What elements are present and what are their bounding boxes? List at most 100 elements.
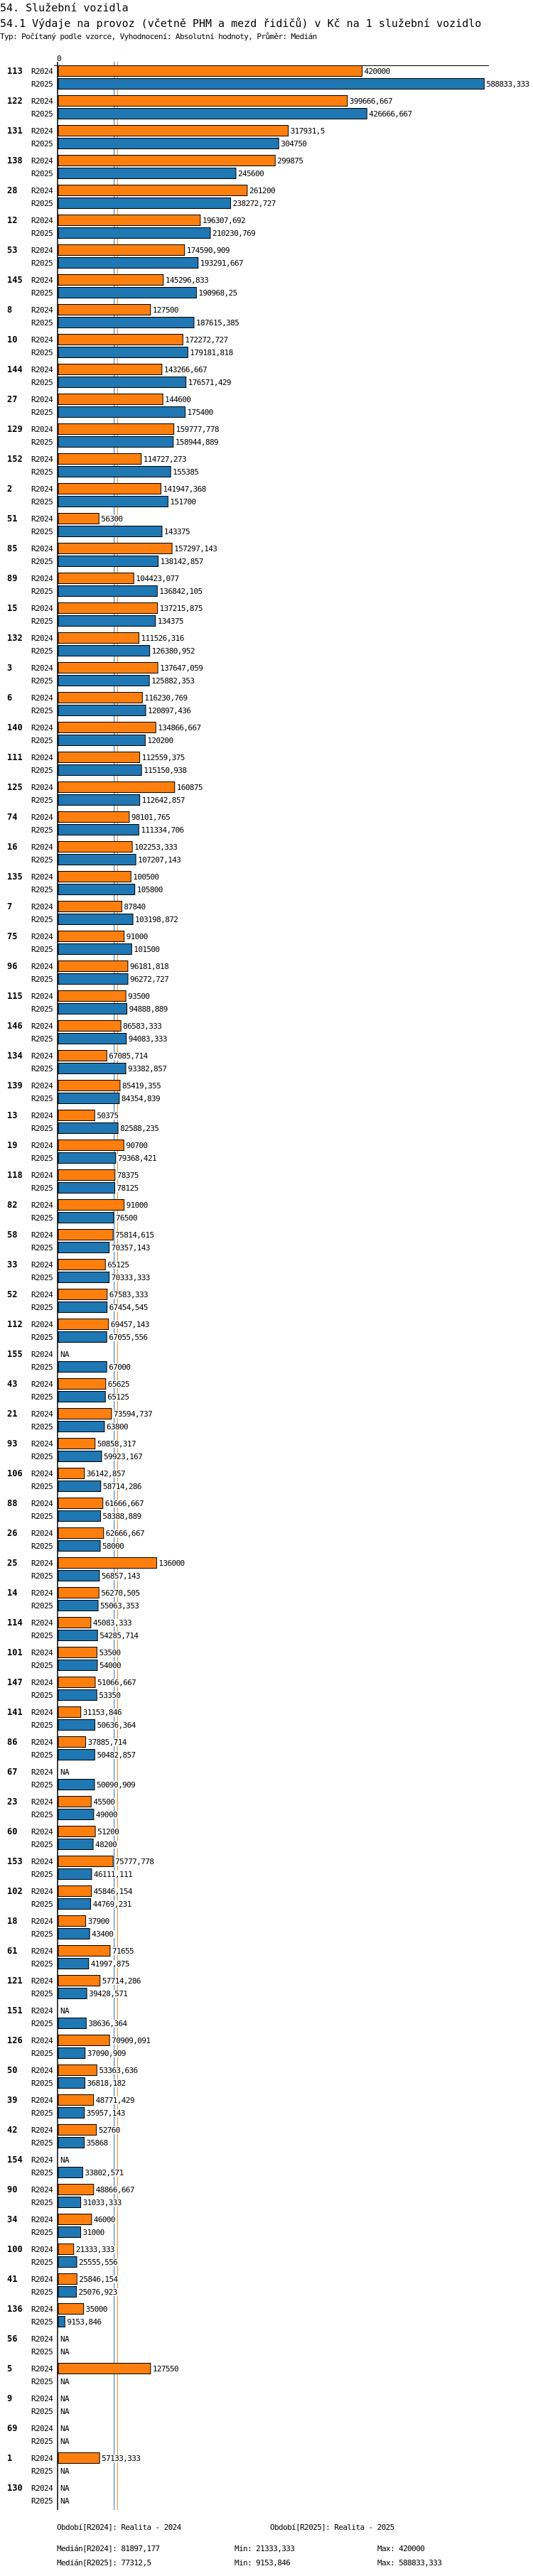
series-label: R2024 (31, 365, 53, 374)
value-label-bg (111, 2037, 152, 2045)
bar-r2025 (58, 1540, 101, 1552)
na-label: NA (60, 2484, 70, 2493)
series-label: R2025 (31, 1750, 53, 1760)
bar-r2024 (58, 1080, 121, 1091)
bar-r2024 (58, 394, 163, 405)
bar-r2025 (58, 1689, 97, 1701)
value-label: 67454,545 (109, 1303, 148, 1312)
group-label: 114 (7, 1618, 23, 1628)
na-label: NA (60, 2424, 70, 2433)
series-label: R2025 (31, 199, 53, 208)
value-label: 151700 (170, 497, 195, 507)
group-label: 7 (7, 902, 12, 911)
value-label-bg (98, 1662, 122, 1669)
bar-r2024 (58, 1915, 87, 1927)
bar-r2024 (58, 1319, 109, 1330)
value-label: 84354,839 (122, 1094, 160, 1103)
group-label: 132 (7, 633, 23, 643)
value-label-bg (110, 1244, 152, 1252)
group-label: 12 (7, 215, 17, 225)
series-label: R2024 (31, 514, 53, 524)
value-label-bg (96, 1751, 138, 1759)
value-label: 73594,737 (114, 1409, 152, 1419)
value-label: 187615,385 (196, 318, 239, 328)
bar-r2024 (58, 1677, 96, 1688)
series-label: R2024 (31, 2454, 53, 2463)
bar-r2024 (58, 2124, 97, 2136)
value-label-bg (132, 873, 161, 881)
value-label-bg (111, 1947, 135, 1955)
series-label: R2024 (31, 276, 53, 285)
na-label: NA (60, 2407, 70, 2416)
value-label-bg (185, 247, 232, 254)
series-label: R2024 (31, 1022, 53, 1031)
bar-r2025 (58, 1660, 98, 1671)
chart-subtitle: Typ: Počítaný podle vzorce, Vyhodnocení:… (0, 32, 317, 41)
value-label: 176571,429 (188, 378, 231, 387)
value-label-bg (348, 97, 394, 105)
series-label: R2025 (31, 2467, 53, 2476)
group-label: 152 (7, 454, 23, 464)
bar-r2024 (58, 632, 140, 644)
series-label: R2025 (31, 378, 53, 387)
bar-r2025 (58, 1510, 101, 1522)
group-label: 125 (7, 782, 23, 792)
value-label-bg (85, 2109, 127, 2117)
value-label-bg (125, 1142, 149, 1149)
bar-r2025 (58, 1958, 90, 1969)
value-label-bg (199, 259, 245, 267)
bar-r2025 (58, 78, 485, 90)
bar-r2025 (58, 1600, 99, 1611)
value-label: 210230,769 (212, 229, 255, 238)
bar-r2025 (58, 1182, 116, 1194)
series-label: R2025 (31, 2437, 53, 2446)
series-label: R2024 (31, 425, 53, 434)
value-label-bg (158, 1559, 186, 1567)
series-label: R2025 (31, 2317, 53, 2327)
value-label-bg (97, 2126, 122, 2134)
value-label-bg (129, 975, 171, 983)
value-label-bg (127, 992, 151, 1000)
value-label-bg (237, 170, 266, 178)
na-label: NA (60, 2155, 70, 2165)
bar-r2024 (58, 274, 164, 286)
series-label: R2025 (31, 1482, 53, 1491)
value-label-bg (108, 1333, 150, 1341)
series-label: R2024 (31, 335, 53, 345)
min-2025: Min: 9153,846 (235, 2558, 291, 2567)
series-label: R2024 (31, 1230, 53, 1240)
bar-r2025 (58, 2107, 85, 2118)
bar-r2024 (58, 1498, 104, 1509)
value-label-bg (100, 515, 124, 523)
value-label-bg (78, 2258, 119, 2266)
group-label: 122 (7, 96, 23, 106)
bar-r2025 (58, 794, 141, 806)
value-label-bg (114, 1858, 156, 1866)
value-label-bg (159, 558, 205, 565)
value-label: 43400 (92, 1930, 113, 1939)
group-label: 8 (7, 305, 12, 315)
group-label: 19 (7, 1140, 17, 1150)
bar-r2025 (58, 2167, 83, 2178)
na-label: NA (60, 2394, 70, 2403)
series-label: R2025 (31, 706, 53, 715)
series-label: R2024 (31, 1380, 53, 1389)
series-label: R2024 (31, 97, 53, 106)
series-label: R2024 (31, 1947, 53, 1956)
bar-r2024 (58, 1975, 101, 1986)
group-label: 27 (7, 394, 17, 404)
value-label-bg (101, 1977, 143, 1985)
series-label: R2025 (31, 1213, 53, 1223)
series-label: R2024 (31, 2096, 53, 2105)
bar-r2025 (58, 1152, 117, 1164)
value-label: 61666,667 (105, 1499, 144, 1508)
legend-period-2024: Období[R2024]: Realita - 2024 (57, 2523, 181, 2532)
value-label: 53350 (99, 1691, 120, 1700)
bar-r2025 (58, 914, 134, 925)
value-label-bg (104, 1530, 146, 1537)
bar-r2024 (58, 2273, 77, 2285)
group-label: 112 (7, 1319, 23, 1329)
value-label: 50636,364 (97, 1721, 136, 1730)
bar-r2025 (58, 1242, 110, 1253)
value-label: 175400 (188, 408, 213, 417)
